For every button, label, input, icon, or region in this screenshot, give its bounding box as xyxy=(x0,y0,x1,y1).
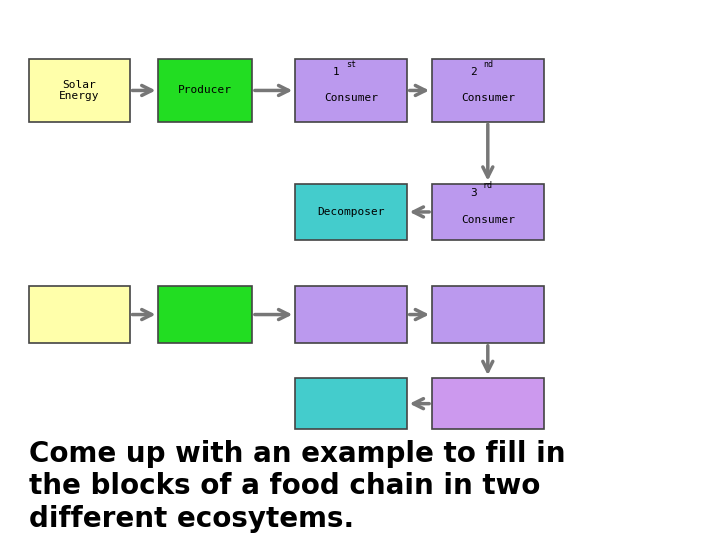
Text: rd: rd xyxy=(482,181,492,190)
FancyBboxPatch shape xyxy=(29,286,130,343)
FancyBboxPatch shape xyxy=(432,184,544,240)
Text: Consumer: Consumer xyxy=(461,93,515,103)
FancyBboxPatch shape xyxy=(432,286,544,343)
Text: Solar
Energy: Solar Energy xyxy=(59,79,99,102)
Text: st: st xyxy=(346,60,356,69)
Text: nd: nd xyxy=(482,60,492,69)
FancyBboxPatch shape xyxy=(432,59,544,122)
Text: 2: 2 xyxy=(469,67,477,77)
FancyBboxPatch shape xyxy=(295,286,407,343)
Text: Producer: Producer xyxy=(179,85,232,96)
FancyBboxPatch shape xyxy=(432,378,544,429)
Text: 1: 1 xyxy=(333,67,340,77)
Text: Decomposer: Decomposer xyxy=(318,207,384,217)
FancyBboxPatch shape xyxy=(29,59,130,122)
Text: 3: 3 xyxy=(469,188,477,198)
FancyBboxPatch shape xyxy=(158,59,252,122)
FancyBboxPatch shape xyxy=(295,184,407,240)
Text: Consumer: Consumer xyxy=(324,93,378,103)
Text: Consumer: Consumer xyxy=(461,214,515,225)
FancyBboxPatch shape xyxy=(295,59,407,122)
FancyBboxPatch shape xyxy=(295,378,407,429)
FancyBboxPatch shape xyxy=(158,286,252,343)
Text: Come up with an example to fill in
the blocks of a food chain in two
different e: Come up with an example to fill in the b… xyxy=(29,440,565,533)
